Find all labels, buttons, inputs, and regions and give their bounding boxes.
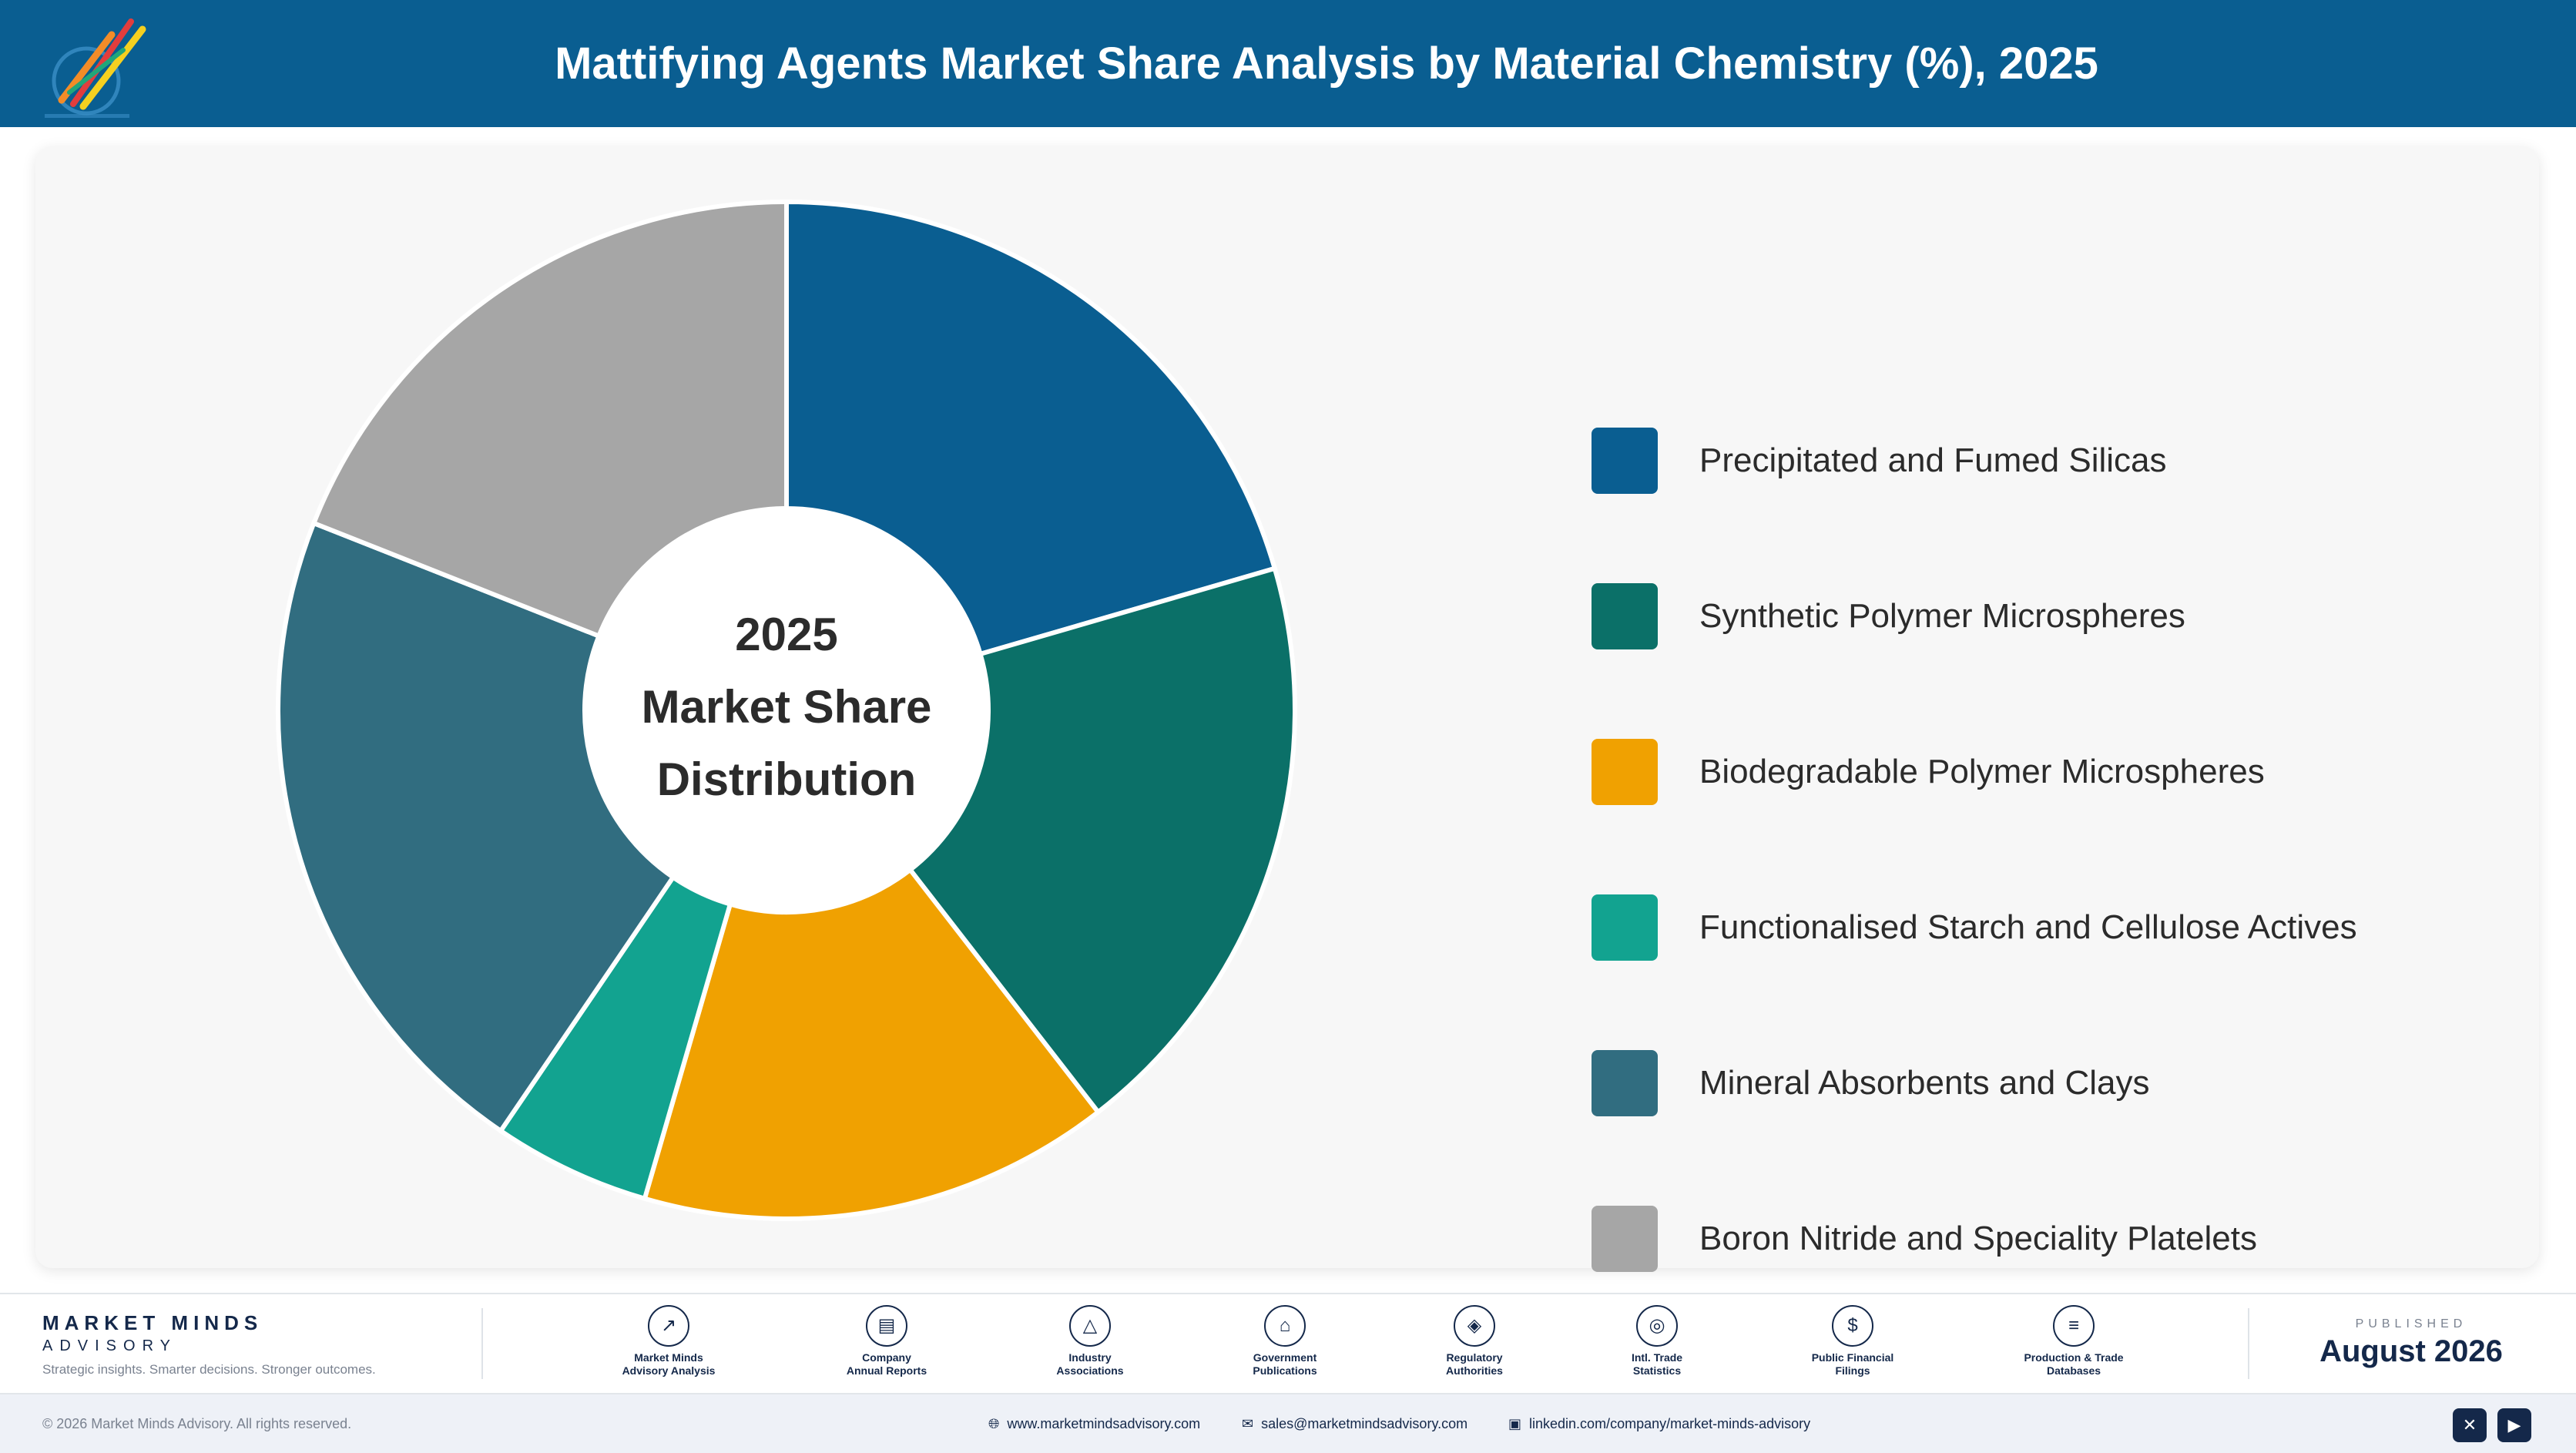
legend-item[interactable]: Biodegradable Polymer Microspheres [1592, 739, 2439, 808]
center-label-line: Market Share [642, 681, 932, 733]
source-label: Market Minds Advisory Analysis [622, 1351, 716, 1377]
legend-swatch [1592, 1206, 1658, 1272]
legend-item[interactable]: Synthetic Polymer Microspheres [1592, 583, 2439, 653]
linkedin-text: linkedin.com/company/market-minds-adviso… [1529, 1416, 1811, 1431]
linkedin-link[interactable]: ▣ linkedin.com/company/market-minds-advis… [1508, 1394, 1810, 1453]
source-item: ▤ Company Annual Reports [817, 1305, 956, 1377]
legend-swatch [1592, 583, 1658, 649]
source-label: Company Annual Reports [846, 1351, 927, 1377]
footer-brand-name: MARKET MINDS [42, 1311, 263, 1334]
source-label: Public Financial Filings [1811, 1351, 1894, 1377]
source-item: ◎ Intl. Trade Statistics [1588, 1305, 1726, 1377]
website-text: www.marketmindsadvisory.com [1007, 1416, 1201, 1431]
published-date: August 2026 [2319, 1334, 2503, 1368]
email-link[interactable]: ✉ sales@marketmindsadvisory.com [1242, 1394, 1467, 1453]
page-title: Mattifying Agents Market Share Analysis … [555, 39, 2098, 89]
source-item: $ Public Financial Filings [1783, 1305, 1922, 1377]
legend-label: Functionalised Starch and Cellulose Acti… [1699, 908, 2357, 946]
footer-brand-tagline: Strategic insights. Smarter decisions. S… [42, 1362, 376, 1377]
company-logo [45, 18, 146, 118]
source-item: ⌂ Government Publications [1216, 1305, 1354, 1377]
globe-icon: ◎ [1636, 1305, 1678, 1347]
footer-divider [481, 1308, 483, 1379]
source-item: ≡ Production & Trade Databases [2004, 1305, 2143, 1377]
legend-label: Boron Nitride and Speciality Platelets [1699, 1220, 2257, 1257]
mail-icon: ✉ [1242, 1416, 1254, 1431]
legend-item[interactable]: Mineral Absorbents and Clays [1592, 1050, 2439, 1119]
legend-item[interactable]: Functionalised Starch and Cellulose Acti… [1592, 894, 2439, 964]
government-building-icon: ⌂ [1264, 1305, 1306, 1347]
center-label-line: Distribution [657, 753, 917, 805]
email-text: sales@marketmindsadvisory.com [1261, 1416, 1468, 1431]
legend-swatch [1592, 894, 1658, 961]
source-item: ◈ Regulatory Authorities [1405, 1305, 1544, 1377]
shield-icon: ◈ [1454, 1305, 1495, 1347]
footer-brand-sub: ADVISORY [42, 1337, 177, 1354]
header-bar: Mattifying Agents Market Share Analysis … [0, 0, 2576, 127]
dollar-coin-icon: $ [1832, 1305, 1873, 1347]
x-twitter-icon[interactable]: ✕ [2453, 1408, 2487, 1442]
legend-label: Synthetic Polymer Microspheres [1699, 597, 2185, 635]
legend-label: Biodegradable Polymer Microspheres [1699, 753, 2265, 790]
center-label-line: 2025 [735, 609, 837, 660]
database-icon: ≡ [2053, 1305, 2095, 1347]
published-label: PUBLISHED [2355, 1317, 2467, 1331]
source-label: Intl. Trade Statistics [1631, 1351, 1683, 1377]
legend-swatch [1592, 1050, 1658, 1116]
donut-center [585, 508, 988, 912]
document-icon: ▤ [866, 1305, 907, 1347]
legend-label: Precipitated and Fumed Silicas [1699, 441, 2167, 479]
globe-icon: 🌐︎ [988, 1416, 1000, 1431]
legend-swatch [1592, 739, 1658, 805]
footer-divider [2248, 1308, 2249, 1379]
source-label: Industry Associations [1056, 1351, 1124, 1377]
source-label: Government Publications [1253, 1351, 1317, 1377]
youtube-icon[interactable]: ▶ [2497, 1408, 2531, 1442]
chart-line-icon: ↗ [648, 1305, 689, 1347]
source-item: ↗ Market Minds Advisory Analysis [599, 1305, 738, 1377]
copyright-text: © 2026 Market Minds Advisory. All rights… [42, 1416, 352, 1431]
legend-label: Mineral Absorbents and Clays [1699, 1064, 2150, 1102]
chart-card: 2025 Market Share Distribution Precipitate… [35, 146, 2539, 1272]
source-label: Regulatory Authorities [1446, 1351, 1503, 1377]
network-icon: △ [1069, 1305, 1111, 1347]
website-link[interactable]: 🌐︎ www.marketmindsadvisory.com [988, 1394, 1200, 1453]
source-label: Production & Trade Databases [2024, 1351, 2124, 1377]
linkedin-icon: ▣ [1508, 1416, 1522, 1431]
legend-swatch [1592, 428, 1658, 494]
legend-item[interactable]: Precipitated and Fumed Silicas [1592, 428, 2439, 497]
legend-item[interactable]: Boron Nitride and Speciality Platelets [1592, 1206, 2439, 1275]
donut-chart: 2025 Market Share Distribution [276, 199, 1297, 1221]
source-item: △ Industry Associations [1021, 1305, 1159, 1377]
slice-precipitated-and-fumed-silicas[interactable] [784, 199, 1278, 657]
footer: MARKET MINDS ADVISORY Strategic insights… [0, 1293, 2576, 1453]
